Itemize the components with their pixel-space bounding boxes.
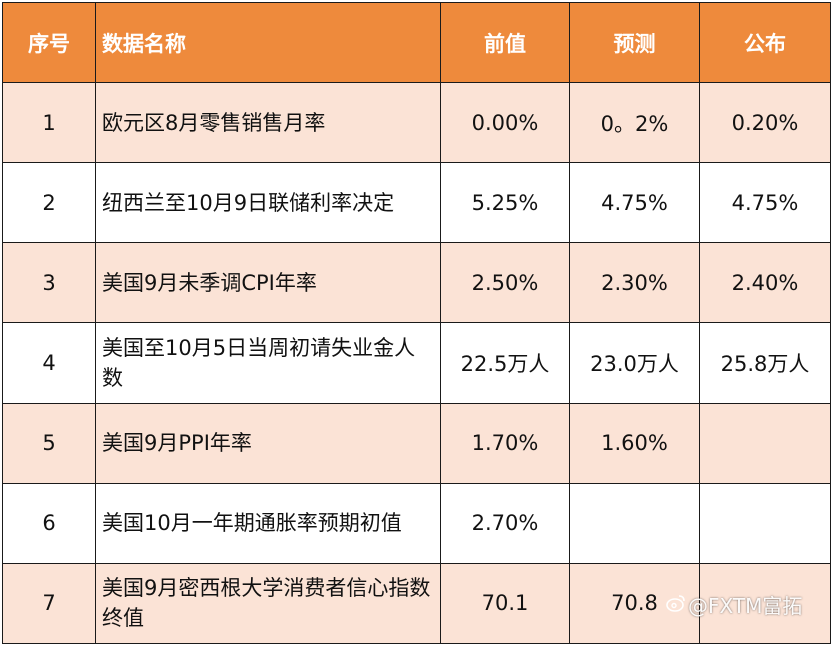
row-actual (699, 482, 831, 564)
table-row: 7 美国9月密西根大学消费者信心指数终值 70.1 70.8 (2, 562, 831, 645)
row-previous: 1.70% (440, 402, 570, 484)
row-index: 2 (2, 162, 96, 244)
row-index: 5 (2, 402, 96, 484)
table-row: 6 美国10月一年期通胀率预期初值 2.70% (2, 482, 831, 564)
table-row: 5 美国9月PPI年率 1.70% 1.60% (2, 402, 831, 484)
row-previous: 22.5万人 (440, 322, 570, 404)
row-name: 欧元区8月零售销售月率 (95, 81, 441, 164)
row-actual: 2.40% (699, 242, 831, 324)
header-forecast: 预测 (569, 2, 700, 83)
row-index: 6 (2, 482, 96, 564)
row-name: 美国9月密西根大学消费者信心指数终值 (95, 562, 441, 645)
row-index: 4 (2, 322, 96, 404)
table-row: 4 美国至10月5日当周初请失业金人数 22.5万人 23.0万人 25.8万人 (2, 322, 831, 404)
table-row: 3 美国9月未季调CPI年率 2.50% 2.30% 2.40% (2, 242, 831, 324)
row-actual (699, 562, 831, 645)
header-row: 序号 数据名称 前值 预测 公布 (2, 2, 831, 83)
row-previous: 0.00% (440, 81, 570, 164)
row-forecast: 0。2% (569, 81, 700, 164)
row-name: 美国9月PPI年率 (95, 402, 441, 484)
row-actual: 4.75% (699, 162, 831, 244)
row-name: 美国10月一年期通胀率预期初值 (95, 482, 441, 564)
row-forecast (569, 482, 700, 564)
row-forecast: 1.60% (569, 402, 700, 484)
row-forecast: 2.30% (569, 242, 700, 324)
row-actual: 25.8万人 (699, 322, 831, 404)
row-name: 美国至10月5日当周初请失业金人数 (95, 322, 441, 404)
row-previous: 2.70% (440, 482, 570, 564)
row-actual (699, 402, 831, 484)
header-previous: 前值 (440, 2, 570, 83)
header-actual: 公布 (699, 2, 831, 83)
header-index: 序号 (2, 2, 96, 83)
row-index: 7 (2, 562, 96, 645)
row-index: 3 (2, 242, 96, 324)
row-name: 美国9月未季调CPI年率 (95, 242, 441, 324)
header-name: 数据名称 (95, 2, 441, 83)
row-forecast: 4.75% (569, 162, 700, 244)
row-actual: 0.20% (699, 81, 831, 164)
table-row: 1 欧元区8月零售销售月率 0.00% 0。2% 0.20% (2, 81, 831, 164)
row-forecast: 23.0万人 (569, 322, 700, 404)
table-row: 2 纽西兰至10月9日联储利率决定 5.25% 4.75% 4.75% (2, 162, 831, 244)
row-previous: 70.1 (440, 562, 570, 645)
row-index: 1 (2, 81, 96, 164)
row-forecast: 70.8 (569, 562, 700, 645)
row-name: 纽西兰至10月9日联储利率决定 (95, 162, 441, 244)
row-previous: 2.50% (440, 242, 570, 324)
row-previous: 5.25% (440, 162, 570, 244)
